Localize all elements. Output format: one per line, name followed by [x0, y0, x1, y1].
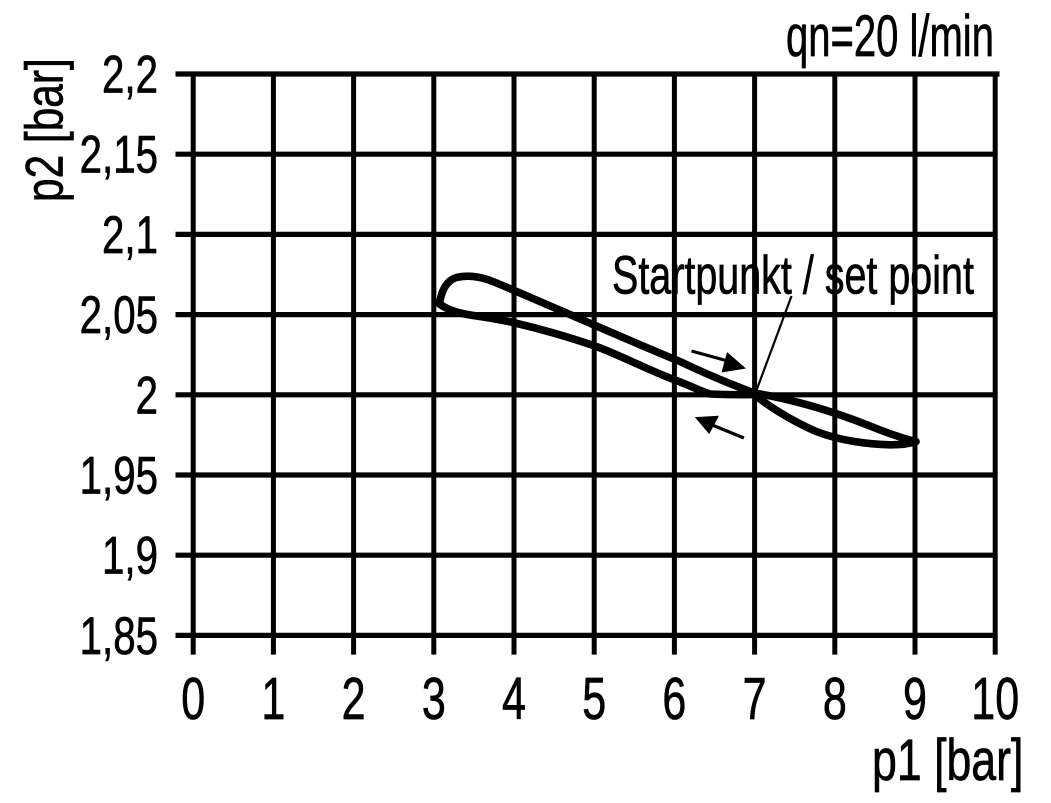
svg-text:p2 [bar]: p2 [bar]: [16, 58, 75, 202]
svg-text:1,85: 1,85: [80, 605, 158, 665]
svg-text:qn=20 l/min: qn=20 l/min: [786, 4, 994, 69]
svg-text:2,2: 2,2: [102, 44, 158, 104]
svg-text:6: 6: [662, 665, 686, 731]
svg-text:p1 [bar]: p1 [bar]: [872, 727, 1023, 792]
svg-text:1,95: 1,95: [80, 445, 158, 505]
svg-text:0: 0: [181, 665, 205, 731]
svg-text:2,05: 2,05: [80, 285, 158, 345]
svg-text:10: 10: [971, 665, 1019, 731]
svg-text:2,15: 2,15: [80, 124, 158, 184]
svg-text:2,1: 2,1: [102, 204, 158, 264]
svg-text:2: 2: [342, 665, 366, 731]
svg-text:8: 8: [823, 665, 847, 731]
svg-text:1,9: 1,9: [102, 525, 158, 585]
svg-text:Startpunkt / set point: Startpunkt / set point: [612, 246, 974, 307]
svg-text:2: 2: [136, 365, 158, 425]
svg-text:9: 9: [903, 665, 927, 731]
svg-text:1: 1: [261, 665, 285, 731]
svg-text:7: 7: [743, 665, 767, 731]
svg-text:4: 4: [502, 665, 526, 731]
svg-text:5: 5: [582, 665, 606, 731]
svg-text:3: 3: [422, 665, 446, 731]
